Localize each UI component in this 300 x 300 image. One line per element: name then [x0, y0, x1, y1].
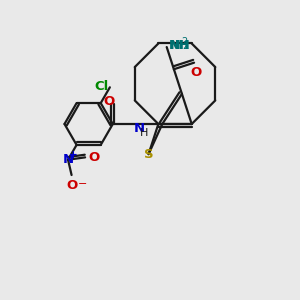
Text: N: N [62, 153, 74, 166]
Text: O: O [103, 95, 114, 108]
Text: H: H [140, 128, 148, 138]
Text: NH: NH [170, 39, 191, 52]
Text: S: S [144, 148, 153, 160]
Text: O: O [66, 179, 77, 192]
Text: O: O [190, 66, 201, 79]
Text: +: + [69, 150, 78, 160]
Text: NH: NH [169, 39, 190, 52]
Text: −: − [78, 179, 87, 189]
Text: 2: 2 [183, 40, 189, 51]
Text: Cl: Cl [94, 80, 108, 93]
Text: N: N [134, 122, 145, 135]
Text: 2: 2 [181, 37, 187, 47]
Text: O: O [89, 151, 100, 164]
